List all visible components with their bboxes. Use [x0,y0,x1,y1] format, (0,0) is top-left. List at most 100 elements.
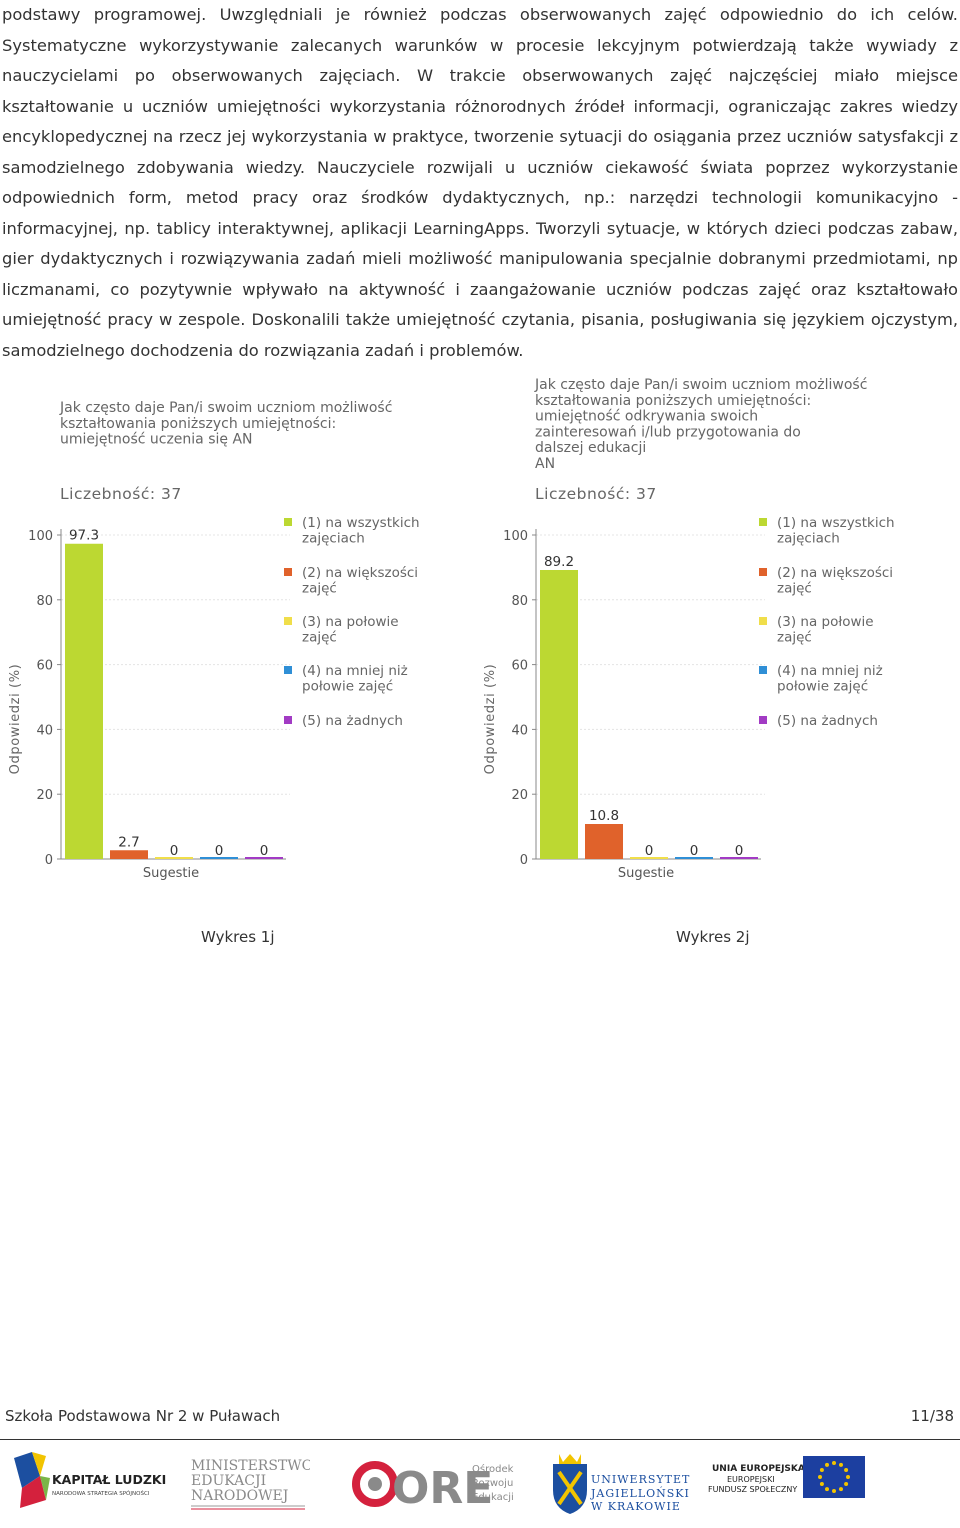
chart-y-tick-label: 40 [511,723,528,738]
chart-bar [245,857,283,859]
chart-title-line: AN [535,456,555,472]
chart-bar-label: 89.2 [544,554,574,570]
chart-title-line: umiejętność odkrywania swoich [535,409,758,425]
eu-star [818,1475,822,1479]
chart-legend-swatch [759,518,767,526]
chart-legend-label: połowie zajęć [302,679,393,695]
chart-y-tick-label: 80 [36,594,53,609]
funding-logos: KAPITAŁ LUDZKI NARODOWA STRATEGIA SPÓJNO… [0,1448,960,1518]
ue-line-1: UNIA EUROPEJSKA [712,1464,805,1474]
chart-legend-label: (1) na wszystkich [302,515,420,531]
chart-bar [675,857,713,859]
chart-legend-label: (5) na żadnych [302,713,403,729]
chart-y-tick-label: 60 [511,659,528,674]
chart-legend-label: połowie zajęć [777,679,868,695]
chart-legend-swatch [759,666,767,674]
chart-y-tick-label: 80 [511,594,528,609]
uj-line-1: UNIWERSYTET [591,1473,690,1486]
eu-star [846,1475,850,1479]
chart-count-label: Liczebność: 37 [535,485,657,503]
chart-x-axis-label: Sugestie [143,866,199,881]
chart-bar-label: 0 [260,843,269,859]
ue-logo: UNIA EUROPEJSKA EUROPEJSKI FUNDUSZ SPOŁE… [705,1448,875,1518]
chart-count-label: Liczebność: 37 [60,485,182,503]
chart-2j: Jak często daje Pan/i swoim uczniom możl… [475,370,945,890]
ore-logo: ORE Ośrodek Rozwoju Edukacji [350,1448,525,1518]
chart-legend-swatch [759,568,767,576]
chart-y-tick-label: 0 [45,853,53,868]
chart-x-axis-label: Sugestie [618,866,674,881]
chart-legend-swatch [284,666,292,674]
chart-legend-label: zajęć [302,630,337,646]
chart-bar-label: 0 [645,843,654,859]
eu-star [844,1482,849,1486]
ore-mark: ORE [392,1463,493,1514]
footer-page-number: 11/38 [910,1407,954,1425]
eu-star [832,1489,836,1493]
kapital-ludzki-subtitle: NARODOWA STRATEGIA SPÓJNOŚCI [52,1490,150,1497]
chart-legend-label: (4) na mniej niż [777,663,883,679]
eu-star [819,1482,824,1486]
chart-title-line: kształtowania poniższych umiejętności: [60,416,336,432]
chart-y-tick-label: 0 [520,853,528,868]
chart-legend-label: zajęć [302,581,337,597]
chart-y-tick-label: 20 [36,788,53,803]
chart-bar [110,850,148,859]
footer-divider [0,1439,960,1440]
chart-bar [540,569,578,859]
uj-line-2: JAGIELLOŃSKI [590,1486,690,1500]
chart-2j-caption: Wykres 2j [676,928,750,946]
chart-bar [630,857,668,859]
chart-legend-label: zajęć [777,630,812,646]
uj-line-3: W KRAKOWIE [591,1500,681,1513]
chart-legend-label: (4) na mniej niż [302,663,408,679]
footer-school-name: Szkoła Podstawowa Nr 2 w Puławach [5,1407,281,1425]
uj-logo: UNIWERSYTET JAGIELLOŃSKI W KRAKOWIE [545,1448,690,1518]
ore-line-3: Edukacji [472,1492,514,1503]
chart-legend-label: zajęć [777,581,812,597]
chart-legend-label: (5) na żadnych [777,713,878,729]
chart-bar [200,857,238,859]
body-paragraph: podstawy programowej. Uwzględniali je ró… [2,5,958,360]
chart-1j: Jak często daje Pan/i swoim uczniom możl… [0,370,470,890]
chart-bar [720,857,758,859]
chart-title-line: zainteresowań i/lub przygotowania do [535,424,801,440]
chart-legend-label: (3) na połowie [302,614,399,630]
chart-bar-label: 0 [735,843,744,859]
chart-y-tick-label: 100 [28,529,53,544]
chart-bar [585,824,623,859]
chart-legend-label: (2) na większości [777,565,893,581]
chart-legend-label: zajęciach [302,531,365,547]
chart-legend-label: zajęciach [777,531,840,547]
ministerstwo-logo: MINISTERSTWO EDUKACJI NARODOWEJ [190,1448,310,1518]
chart-bar [155,857,193,859]
eu-star [825,1462,829,1467]
chart-1j-caption: Wykres 1j [201,928,275,946]
chart-bar-label: 10.8 [589,808,619,824]
chart-legend-label: (2) na większości [302,565,418,581]
chart-title-line: kształtowania poniższych umiejętności: [535,393,811,409]
chart-legend-swatch [759,617,767,625]
chart-legend-swatch [284,518,292,526]
chart-y-tick-label: 60 [36,659,53,674]
chart-bar-label: 0 [215,843,224,859]
kapital-ludzki-logo: KAPITAŁ LUDZKI NARODOWA STRATEGIA SPÓJNO… [10,1448,170,1518]
eu-star [839,1462,843,1467]
kapital-ludzki-title: KAPITAŁ LUDZKI [52,1472,166,1487]
eu-star [832,1461,836,1465]
chart-bar [65,543,103,859]
eu-star [819,1468,824,1472]
chart-legend-swatch [284,568,292,576]
ministerstwo-line-2: EDUKACJI [191,1473,266,1489]
chart-bar-label: 2.7 [118,834,139,850]
chart-title-line: Jak często daje Pan/i swoim uczniom możl… [534,377,867,393]
ore-line-1: Ośrodek [472,1463,514,1475]
ore-line-2: Rozwoju [472,1478,513,1489]
ue-line-2: EUROPEJSKI [727,1475,775,1484]
chart-title-line: Jak często daje Pan/i swoim uczniom możl… [59,400,392,416]
chart-y-tick-label: 40 [36,723,53,738]
chart-y-tick-label: 100 [503,529,528,544]
eu-star [825,1487,829,1492]
chart-2j-svg: Jak często daje Pan/i swoim uczniom możl… [483,377,895,881]
eu-star [844,1468,849,1472]
